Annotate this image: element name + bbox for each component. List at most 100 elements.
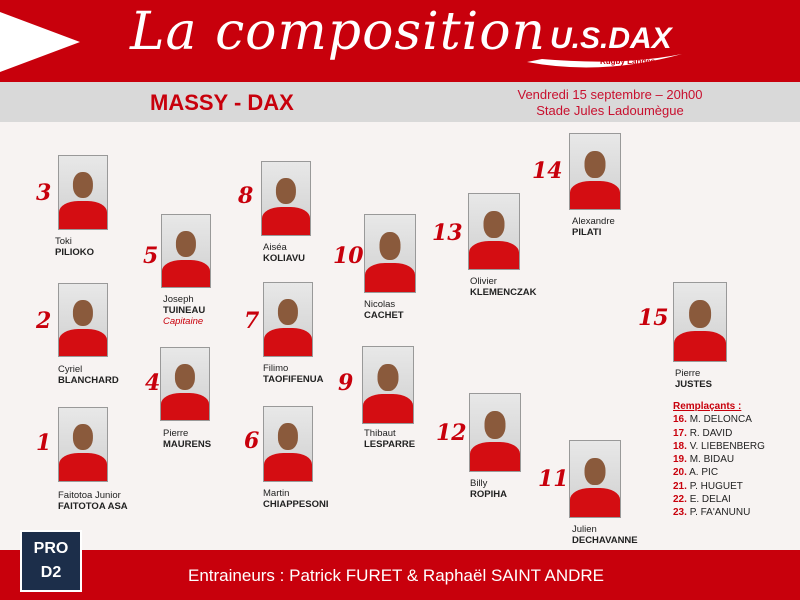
last-name: MAURENS [163, 439, 212, 450]
player-name: Filimo TAOFIFENUA [263, 363, 324, 385]
last-name: ROPIHA [470, 489, 507, 500]
player-photo [160, 347, 210, 421]
first-name: Alexandre [572, 216, 615, 227]
jersey-number: 6 [244, 428, 260, 454]
match-teams: MASSY - DAX [150, 90, 294, 115]
svg-text:Rugby Landes: Rugby Landes [600, 57, 656, 66]
last-name: PILIOKO [55, 247, 95, 258]
jersey-number: 1 [36, 430, 52, 456]
substitute-number: 18. [673, 440, 687, 452]
player-photo [58, 283, 108, 357]
substitute-number: 23. [673, 507, 687, 519]
jersey-number: 10 [333, 243, 364, 269]
last-name: DECHAVANNE [572, 535, 638, 546]
jersey-number: 8 [238, 183, 254, 209]
substitute-item: 17. R. DAVID [673, 427, 765, 440]
substitute-name: E. DELAI [689, 494, 731, 506]
player-name: Pierre JUSTES [675, 368, 712, 390]
jersey-number: 4 [145, 370, 161, 396]
player-name: Toki PILIOKO [55, 236, 94, 258]
last-name: TAOFIFENUA [263, 374, 324, 385]
jersey-number: 13 [432, 220, 463, 246]
jersey-number: 14 [532, 158, 563, 184]
play-triangle-icon [0, 12, 80, 72]
player-photo [469, 393, 521, 472]
captain-label: Capitaine [163, 316, 204, 327]
first-name: Thibaut [364, 428, 396, 439]
first-name: Toki [55, 236, 72, 247]
player-name: Nicolas CACHET [364, 299, 404, 321]
footer-bar [0, 550, 800, 600]
last-name: KOLIAVU [263, 253, 306, 264]
last-name: BLANCHARD [58, 375, 119, 386]
header-bar: La composition U.S.DAX Rugby Landes [0, 0, 800, 82]
player-name: Faitotoa Junior FAITOTOA ASA [58, 490, 128, 512]
first-name: Pierre [675, 368, 701, 379]
player-photo [673, 282, 727, 362]
substitute-number: 17. [673, 427, 687, 439]
substitute-name: P. FA'ANUNU [689, 507, 751, 519]
match-date: Vendredi 15 septembre – 20h00 [517, 87, 703, 102]
player-photo [161, 214, 211, 288]
substitute-name: M. BIDAU [689, 454, 735, 466]
player-name: Olivier KLEMENCZAK [470, 276, 537, 298]
page-title: La composition [130, 2, 547, 62]
jersey-number: 12 [436, 420, 467, 446]
player-photo [569, 440, 621, 518]
first-name: Filimo [263, 363, 289, 374]
player-photo [468, 193, 520, 270]
last-name: FAITOTOA ASA [58, 501, 128, 512]
player-photo [263, 282, 313, 357]
substitute-item: 20. A. PIC [673, 466, 765, 479]
first-name: Pierre [163, 428, 189, 439]
match-venue: Stade Jules Ladoumègue [536, 103, 684, 118]
player-photo [569, 133, 621, 210]
player-name: Cyriel BLANCHARD [58, 364, 119, 386]
player-name: Pierre MAURENS [163, 428, 211, 450]
substitute-name: M. DELONCA [689, 414, 752, 426]
player-photo [58, 155, 108, 230]
substitute-item: 22. E. DELAI [673, 493, 765, 506]
substitute-item: 21. P. HUGUET [673, 480, 765, 493]
jersey-number: 15 [638, 305, 669, 331]
player-photo [263, 406, 313, 482]
first-name: Julien [572, 524, 597, 535]
jersey-number: 11 [538, 466, 569, 492]
first-name: Billy [470, 478, 488, 489]
substitute-item: 16. M. DELONCA [673, 413, 765, 426]
substitute-item: 19. M. BIDAU [673, 453, 765, 466]
last-name: TUINEAU [163, 305, 206, 316]
first-name: Cyriel [58, 364, 83, 375]
substitute-item: 18. V. LIEBENBERG [673, 440, 765, 453]
substitute-name: V. LIEBENBERG [689, 440, 765, 452]
substitute-number: 21. [673, 480, 687, 492]
match-band [0, 82, 800, 122]
first-name: Martin [263, 488, 290, 499]
prod2-logo: PRO D2 [20, 530, 82, 592]
substitute-item: 23. P. FA'ANUNU [673, 506, 765, 519]
last-name: JUSTES [675, 379, 712, 390]
last-name: PILATI [572, 227, 602, 238]
first-name: Faitotoa Junior [58, 490, 121, 501]
substitute-name: A. PIC [689, 467, 719, 479]
last-name: KLEMENCZAK [470, 287, 537, 298]
substitute-number: 16. [673, 414, 687, 426]
jersey-number: 9 [338, 370, 354, 396]
jersey-number: 2 [36, 308, 52, 334]
usdax-logo: U.S.DAX Rugby Landes [527, 22, 682, 68]
first-name: Nicolas [364, 299, 396, 310]
player-name: Billy ROPIHA [470, 478, 507, 500]
last-name: CHIAPPESONI [263, 499, 329, 510]
first-name: Olivier [470, 276, 497, 287]
player-name: Aiséa KOLIAVU [263, 242, 305, 264]
first-name: Aiséa [263, 242, 287, 253]
coaches-text: Entraineurs : Patrick FURET & Raphaël SA… [188, 566, 605, 585]
player-name: Thibaut LESPARRE [364, 428, 415, 450]
player-name: Martin CHIAPPESONI [263, 488, 328, 510]
player-name: Alexandre PILATI [572, 216, 615, 238]
substitute-number: 19. [673, 454, 687, 466]
player-photo [58, 407, 108, 482]
substitute-name: P. HUGUET [689, 480, 743, 492]
jersey-number: 5 [143, 243, 159, 269]
player-name: Julien DECHAVANNE [572, 524, 638, 546]
